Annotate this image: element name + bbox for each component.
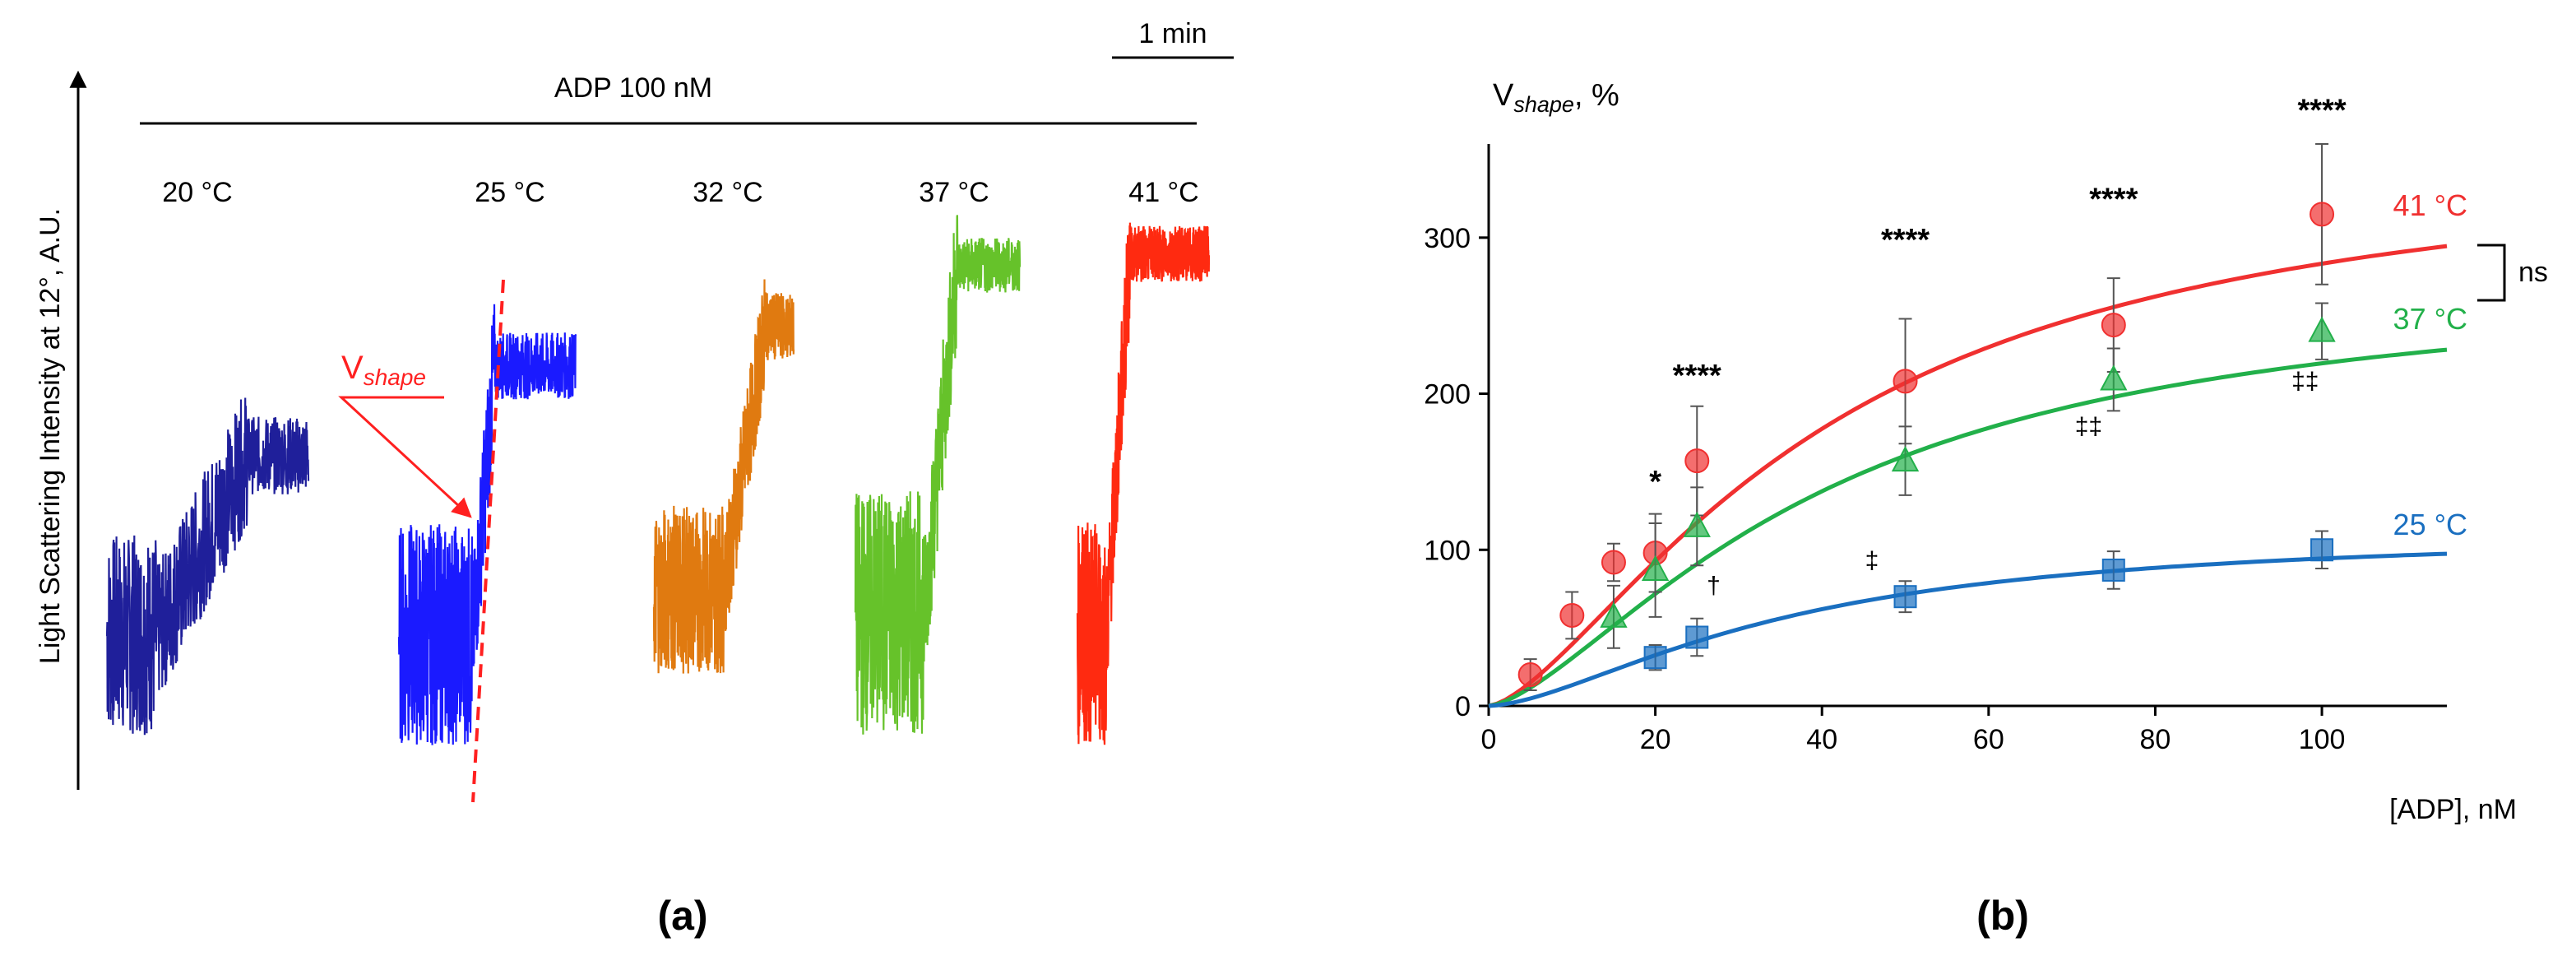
significance-stars: **** <box>1673 359 1721 393</box>
significance-dagger: ‡ <box>1865 547 1879 574</box>
data-point-25c <box>2310 530 2334 570</box>
x-tick-label: 0 <box>1481 724 1497 755</box>
data-point-25c <box>1893 580 1917 614</box>
marker-triangle <box>2100 364 2128 391</box>
y-tick-label: 200 <box>1424 379 1471 411</box>
data-point-37c <box>2100 347 2128 412</box>
y-tick-label: 0 <box>1455 691 1471 722</box>
marker-circle <box>2101 313 2126 338</box>
traces <box>105 215 1211 745</box>
significance-stars: **** <box>1881 223 1930 258</box>
ns-label: ns <box>2518 257 2548 288</box>
significance-stars: * <box>1649 465 1661 499</box>
trace-41c <box>1076 222 1211 745</box>
trace-label-37c: 37 °C <box>919 177 989 208</box>
vshape-tangent-line <box>471 279 505 803</box>
marker-triangle <box>1600 601 1628 628</box>
marker-triangle <box>1891 446 1920 472</box>
panel-b-y-axis-label: Vshape, % <box>1493 78 1619 117</box>
marker-square <box>1685 625 1709 649</box>
data-point-41c <box>2310 143 2335 285</box>
marker-square <box>1893 585 1917 609</box>
stimulus-label: ADP 100 nM <box>554 72 712 104</box>
significance-stars: **** <box>2089 183 2138 217</box>
x-tick-label: 60 <box>1973 724 2004 755</box>
marker-square <box>2310 538 2334 562</box>
marker-circle <box>1684 448 1710 474</box>
fit-curves <box>1488 244 2448 708</box>
ns-bracket-line <box>2477 244 2506 302</box>
y-tick-label: 300 <box>1424 223 1471 254</box>
vshape-label: Vshape <box>341 350 426 390</box>
marker-circle <box>1893 369 1918 394</box>
marker-circle <box>2310 202 2335 227</box>
data-point-41c <box>1559 591 1585 640</box>
marker-circle <box>1517 662 1543 688</box>
marker-circle <box>1601 550 1626 575</box>
panel-b-ticks: 0 20 40 60 80 100 0 100 200 300 <box>1424 223 2345 755</box>
significance-dagger: † <box>1707 572 1721 599</box>
data-point-25c <box>1643 644 1667 671</box>
trace-25c <box>397 304 577 745</box>
scale-bar-label: 1 min <box>1138 18 1207 49</box>
data-point-37c <box>1641 522 1670 618</box>
trace-32c <box>652 279 795 674</box>
marker-circle <box>1559 602 1585 628</box>
data-point-37c <box>1891 425 1920 496</box>
panel-a-label: (a) <box>657 893 707 939</box>
trace-label-25c: 25 °C <box>475 177 544 208</box>
data-points <box>1517 143 2336 692</box>
ns-bracket: ns <box>2477 244 2548 302</box>
trace-label-32c: 32 °C <box>693 177 762 208</box>
significance-dagger: ‡‡ <box>2075 413 2102 440</box>
data-point-37c <box>1683 486 1711 567</box>
panel-b: Vshape, % [ADP], nM 0 20 40 60 80 100 0 100 200 3… <box>1424 78 2548 939</box>
fit-curve-37c <box>1488 347 2448 708</box>
trace-37c <box>854 215 1022 735</box>
fit-curve-25c <box>1488 551 2448 708</box>
panel-b-label: (b) <box>1976 893 2029 939</box>
x-tick-label: 20 <box>1640 724 1671 755</box>
fit-curve-41c <box>1488 244 2448 708</box>
significance-annotations: *****************‡‡‡‡‡† <box>1649 94 2347 600</box>
vshape-arrow <box>338 396 472 518</box>
trace-label-20c: 20 °C <box>162 177 232 208</box>
data-point-25c <box>1685 617 1709 657</box>
panel-a-y-axis-label: Light Scattering Intensity at 12°, A.U. <box>35 208 66 664</box>
x-tick-label: 80 <box>2140 724 2171 755</box>
data-point-41c <box>1601 542 1626 582</box>
series-label-37c: 37 °C <box>2393 302 2467 336</box>
x-tick-label: 40 <box>1806 724 1837 755</box>
panel-a: Light Scattering Intensity at 12°, A.U. … <box>35 18 1234 939</box>
significance-stars: **** <box>2297 94 2346 128</box>
marker-square <box>1643 646 1667 670</box>
trace-label-41c: 41 °C <box>1128 177 1198 208</box>
trace-labels: 20 °C 25 °C 32 °C 37 °C 41 °C <box>162 177 1198 208</box>
data-point-37c <box>2308 302 2336 360</box>
marker-triangle <box>1683 511 1711 537</box>
data-point-37c <box>1600 584 1628 649</box>
trace-20c <box>105 397 310 736</box>
marker-triangle <box>2308 316 2336 342</box>
x-tick-label: 100 <box>2299 724 2346 755</box>
significance-dagger: ‡‡ <box>2291 368 2319 395</box>
series-label-25c: 25 °C <box>2393 508 2467 541</box>
data-point-41c <box>1517 658 1543 692</box>
series-label-41c: 41 °C <box>2393 188 2467 222</box>
series-labels: 41 °C 37 °C 25 °C <box>2393 188 2467 541</box>
data-point-41c <box>1893 318 1918 445</box>
panel-b-x-axis-label: [ADP], nM <box>2389 794 2517 825</box>
marker-triangle <box>1641 555 1670 581</box>
y-tick-label: 100 <box>1424 535 1471 566</box>
marker-square <box>2101 558 2125 582</box>
data-point-25c <box>2101 550 2125 590</box>
